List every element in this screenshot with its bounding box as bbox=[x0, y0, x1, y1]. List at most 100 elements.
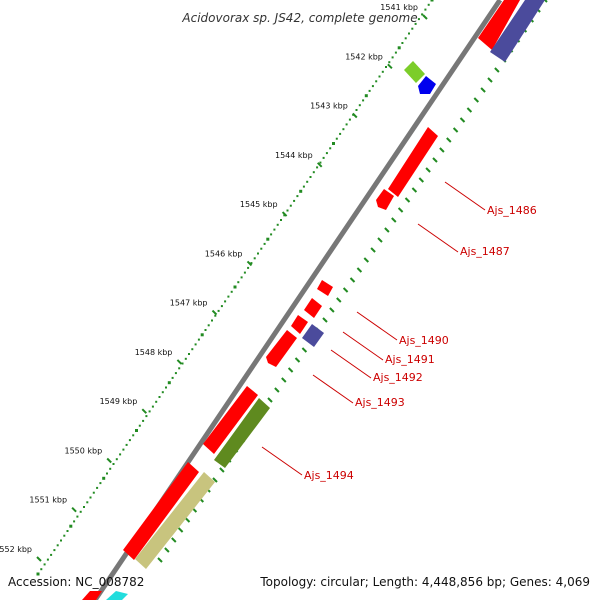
ruler-minor-dot bbox=[151, 405, 154, 408]
ruler-major-dot bbox=[135, 429, 138, 432]
ruler-minor-dot bbox=[230, 290, 233, 293]
gene-label-ajs-1487[interactable]: Ajs_1487 bbox=[460, 245, 510, 258]
ruler-major-dot bbox=[397, 46, 401, 50]
ruler-minor-dot bbox=[411, 27, 414, 30]
ruler-tick bbox=[267, 397, 273, 403]
gene-ajs-1492[interactable] bbox=[291, 315, 308, 334]
ruler-minor-dot bbox=[280, 219, 282, 221]
ruler-tick bbox=[411, 187, 418, 193]
ruler-minor-dot bbox=[388, 61, 391, 64]
ruler-minor-dot bbox=[401, 42, 404, 44]
ruler-minor-dot bbox=[414, 22, 417, 25]
label-leaders bbox=[261, 181, 486, 476]
ruler-minor-dot bbox=[155, 400, 158, 403]
ruler-tick bbox=[480, 87, 486, 93]
ruler-minor-dot bbox=[43, 563, 46, 566]
ruler-minor-dot bbox=[204, 329, 207, 331]
ruler-major-dot bbox=[364, 94, 368, 98]
forward-strand-features bbox=[82, 0, 545, 600]
ruler-minor-dot bbox=[148, 410, 151, 413]
kbp-tick-mark bbox=[106, 457, 112, 464]
kbp-label: 1546 kbp bbox=[205, 249, 243, 258]
ruler-tick bbox=[322, 317, 328, 323]
ruler-minor-dot bbox=[296, 195, 299, 198]
ruler-minor-dot bbox=[319, 161, 322, 164]
gene-feature-red-top[interactable] bbox=[478, 0, 520, 50]
kbp-label: 1550 kbp bbox=[64, 447, 102, 456]
ruler-tick bbox=[184, 517, 191, 523]
kbp-tick-mark bbox=[141, 408, 148, 414]
kbp-tick-mark bbox=[176, 359, 183, 365]
ruler-minor-dot bbox=[165, 386, 167, 389]
ruler-tick bbox=[164, 547, 170, 553]
ruler-minor-dot bbox=[53, 549, 56, 552]
ruler-tick bbox=[425, 167, 431, 173]
gene-ajs-1486[interactable] bbox=[388, 127, 438, 197]
ruler-tick bbox=[212, 477, 218, 483]
ruler-minor-dot bbox=[240, 276, 243, 279]
kbp-tick-mark bbox=[387, 63, 393, 70]
gene-label-ajs-1492[interactable]: Ajs_1492 bbox=[373, 371, 423, 384]
gene-feature-red-bottom[interactable] bbox=[82, 591, 102, 600]
gene-ajs-1487[interactable] bbox=[376, 189, 394, 210]
genome-summary: Topology: circular; Length: 4,448,856 bp… bbox=[259, 575, 590, 589]
ruler-minor-dot bbox=[243, 271, 246, 274]
ruler-minor-dot bbox=[188, 353, 190, 355]
ruler-tick bbox=[473, 97, 480, 103]
ruler-minor-dot bbox=[371, 85, 374, 88]
ruler-tick bbox=[274, 387, 280, 393]
ruler-tick bbox=[329, 307, 335, 313]
ruler-minor-dot bbox=[391, 56, 394, 59]
gene-feature-green[interactable] bbox=[404, 61, 425, 83]
gene-label-ajs-1490[interactable]: Ajs_1490 bbox=[399, 334, 449, 347]
gene-label-ajs-1493[interactable]: Ajs_1493 bbox=[355, 396, 405, 409]
ruler-minor-dot bbox=[60, 539, 62, 542]
ruler-minor-dot bbox=[63, 534, 66, 537]
gene-feature-olive[interactable] bbox=[214, 398, 270, 468]
ruler-minor-dot bbox=[257, 252, 259, 255]
ruler-minor-dot bbox=[161, 391, 164, 394]
gene-label-ajs-1494[interactable]: Ajs_1494 bbox=[304, 469, 354, 482]
gene-ajs-1493[interactable] bbox=[266, 330, 297, 367]
ruler-tick bbox=[418, 177, 425, 183]
gene-feature-red-lower[interactable] bbox=[123, 462, 199, 560]
gene-feature-purple-small[interactable] bbox=[302, 324, 324, 347]
ruler-tick bbox=[391, 217, 397, 223]
ruler-tick bbox=[281, 377, 287, 383]
gene-label-ajs-1491[interactable]: Ajs_1491 bbox=[385, 353, 435, 366]
ruler-minor-dot bbox=[119, 453, 122, 456]
kbp-label: 1542 kbp bbox=[345, 52, 383, 61]
kbp-scale-labels: 1541 kbp 1542 kbp 1543 kbp 1544 kbp 1545 kbp… bbox=[0, 3, 428, 562]
kbp-tick-mark bbox=[36, 556, 42, 562]
gene-feature-purple-top[interactable] bbox=[490, 0, 545, 62]
ruler-major-dot bbox=[69, 524, 73, 528]
gene-ajs-1491[interactable] bbox=[304, 298, 322, 318]
gene-feature-cyan-bottom[interactable] bbox=[106, 591, 128, 600]
gene-ajs-1494[interactable] bbox=[203, 386, 258, 454]
ruler-minor-dot bbox=[207, 324, 210, 327]
ruler-minor-dot bbox=[273, 228, 276, 231]
ruler-minor-dot bbox=[417, 18, 420, 21]
ruler-tick bbox=[171, 537, 177, 543]
gene-label-ajs-1486[interactable]: Ajs_1486 bbox=[487, 204, 537, 217]
ruler-minor-dot bbox=[142, 419, 145, 422]
gene-feature-khaki[interactable] bbox=[135, 472, 215, 569]
ruler-tick bbox=[397, 207, 404, 213]
ruler-minor-dot bbox=[362, 99, 365, 102]
kbp-label: 1549 kbp bbox=[100, 397, 138, 406]
ruler-minor-dot bbox=[408, 32, 410, 35]
gene-ajs-1490[interactable] bbox=[317, 280, 333, 296]
ruler-minor-dot bbox=[237, 281, 240, 284]
ruler-tick bbox=[404, 197, 411, 203]
ruler-minor-dot bbox=[191, 348, 194, 351]
ruler-minor-dot bbox=[115, 458, 118, 461]
ruler-minor-dot bbox=[138, 424, 141, 427]
ruler-tick bbox=[336, 297, 342, 303]
gene-feature-blue[interactable] bbox=[418, 76, 436, 94]
ruler-major-dot bbox=[233, 285, 237, 289]
ruler-minor-dot bbox=[73, 520, 76, 523]
kbp-label: 1551 kbp bbox=[29, 496, 67, 505]
ruler-minor-dot bbox=[99, 482, 102, 485]
ruler-minor-dot bbox=[86, 501, 89, 504]
